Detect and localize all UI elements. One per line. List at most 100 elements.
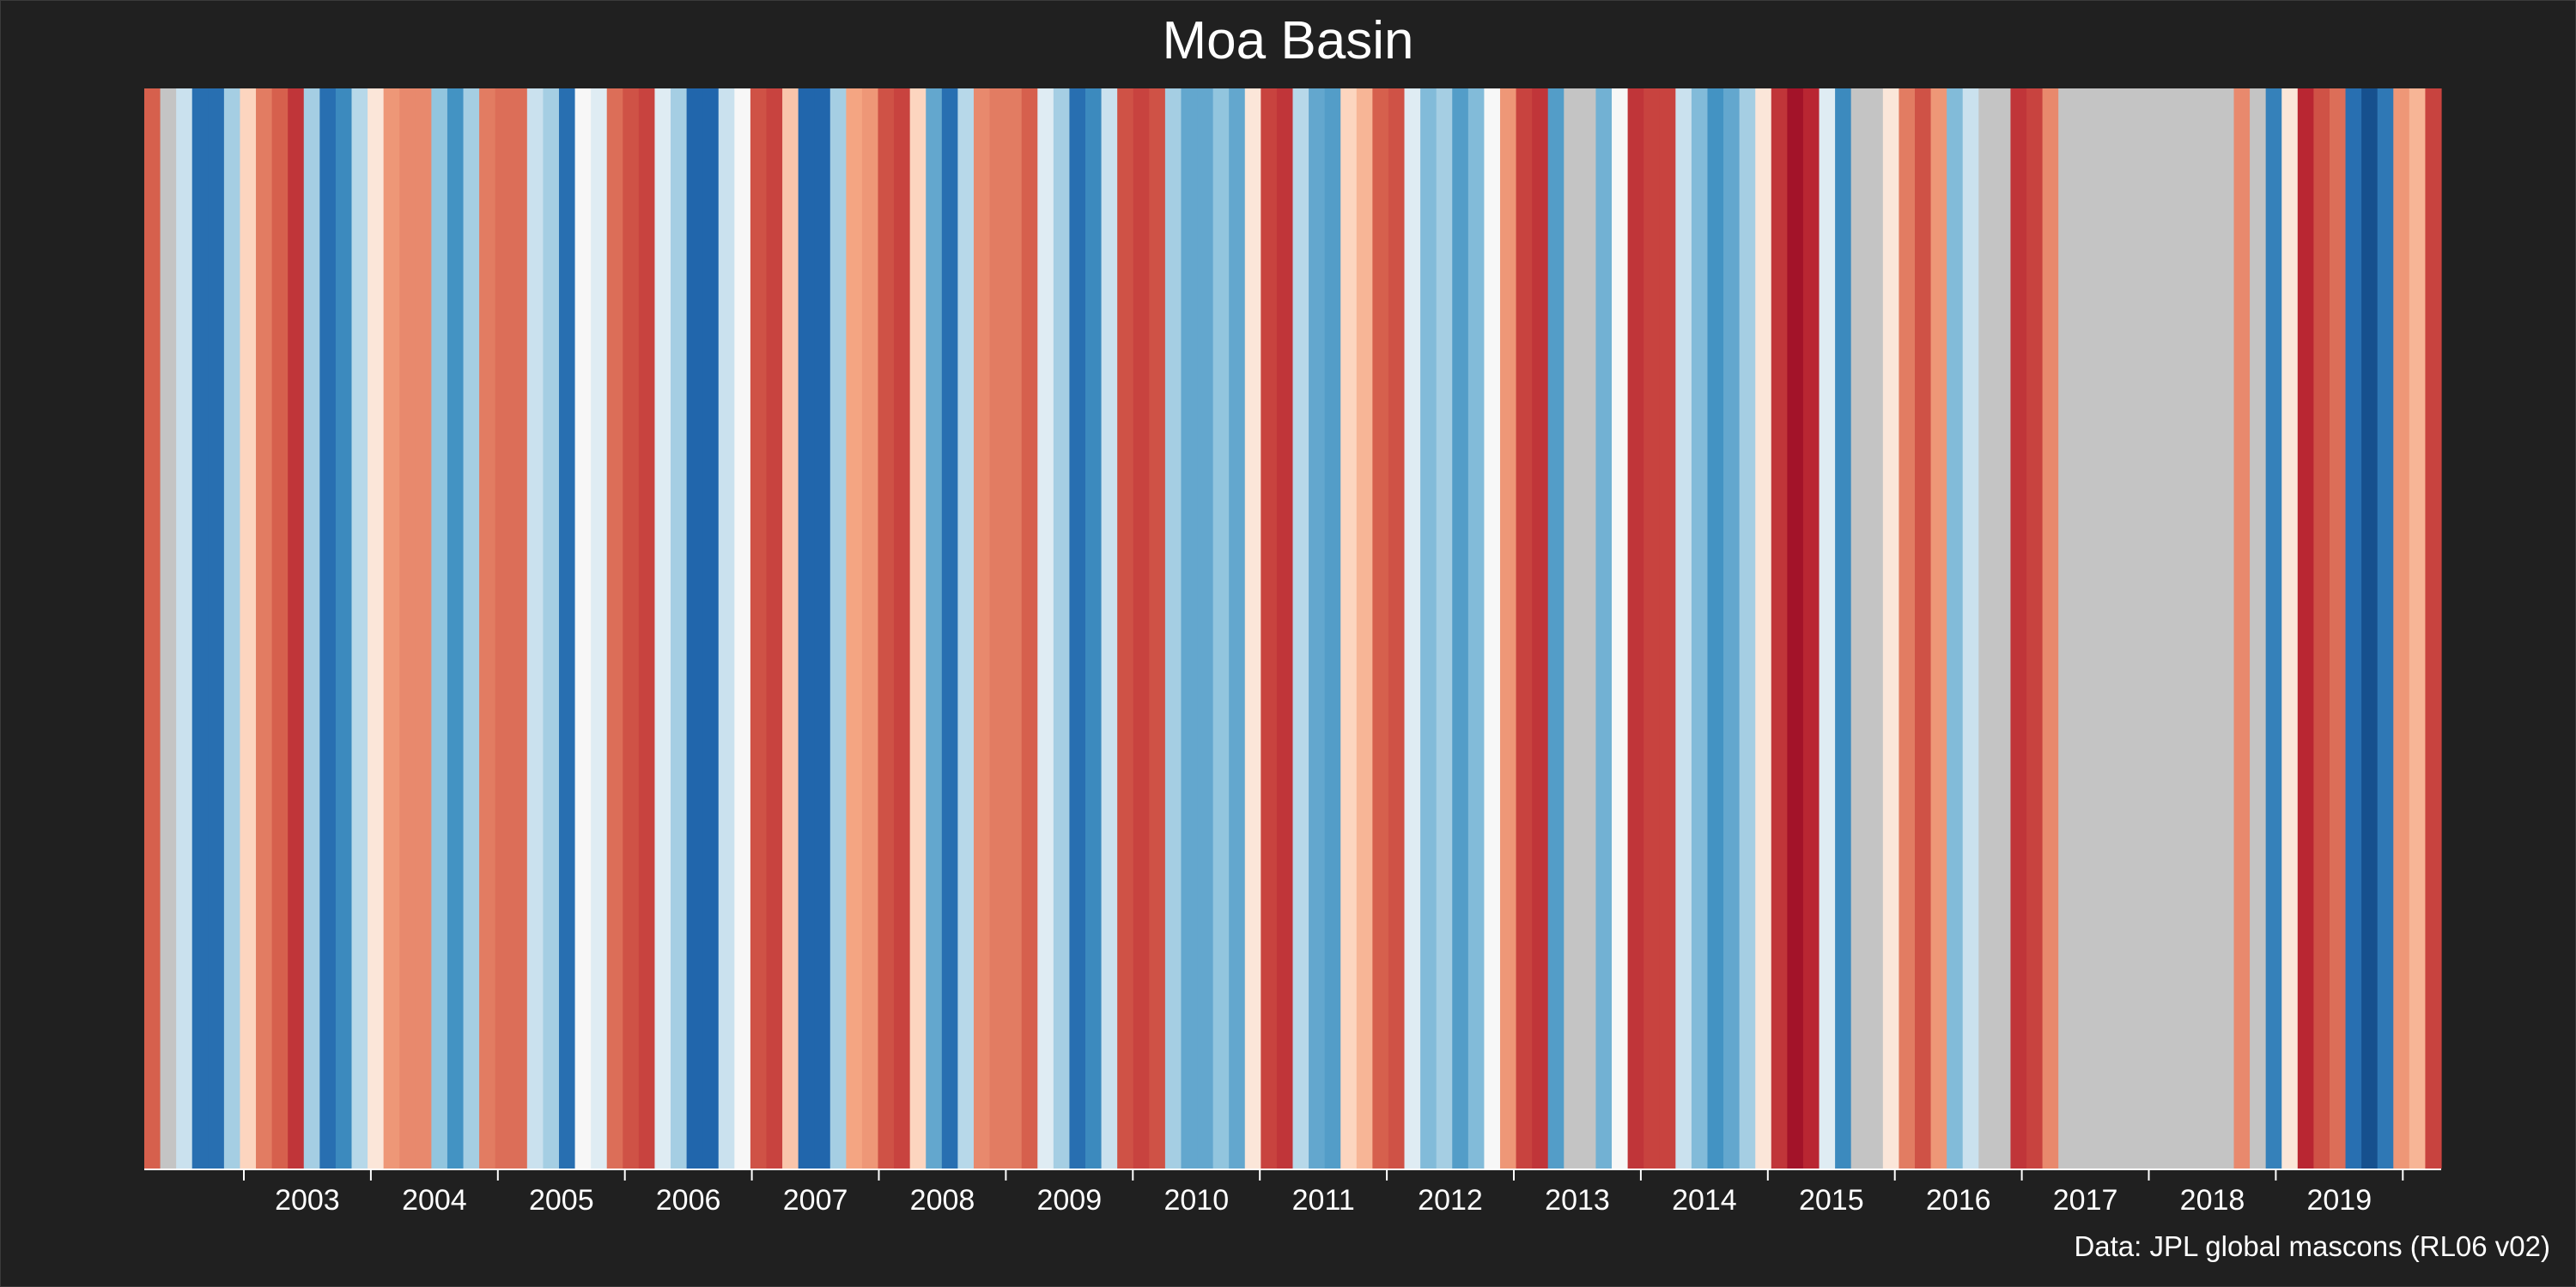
stripe (2090, 88, 2107, 1169)
stripe (1133, 88, 1150, 1169)
stripe (1452, 88, 1469, 1169)
stripe (861, 88, 879, 1169)
stripe (303, 88, 320, 1169)
stripe (2313, 88, 2330, 1169)
stripe (1627, 88, 1644, 1169)
x-tick-label: 2011 (1292, 1184, 1355, 1217)
stripe (351, 88, 368, 1169)
stripe (1914, 88, 1932, 1169)
x-tick-label: 2008 (910, 1184, 975, 1217)
stripe (1595, 88, 1613, 1169)
stripe (1771, 88, 1788, 1169)
chart-title: Moa Basin (1162, 11, 1414, 70)
stripe (1085, 88, 1103, 1169)
x-tick-label: 2017 (2053, 1184, 2118, 1217)
stripe (319, 88, 337, 1169)
stripe (288, 88, 305, 1169)
stripe (1899, 88, 1916, 1169)
stripe (1930, 88, 1947, 1169)
stripe (2297, 88, 2314, 1169)
stripe (2074, 88, 2091, 1169)
stripe (1659, 88, 1676, 1169)
stripe (2233, 88, 2251, 1169)
stripe (654, 88, 671, 1169)
stripe (2425, 88, 2442, 1169)
stripe (1069, 88, 1086, 1169)
stripe (1835, 88, 1852, 1169)
stripe (798, 88, 815, 1169)
stripe (1436, 88, 1453, 1169)
stripe (718, 88, 735, 1169)
stripe (894, 88, 911, 1169)
stripe (399, 88, 416, 1169)
stripe (2154, 88, 2171, 1169)
stripe (1021, 88, 1038, 1169)
stripe (1164, 88, 1182, 1169)
stripe (1787, 88, 1804, 1169)
stripe (1420, 88, 1437, 1169)
x-tick-label: 2018 (2180, 1184, 2245, 1217)
stripe (2345, 88, 2362, 1169)
stripe (1005, 88, 1023, 1169)
stripe (909, 88, 927, 1169)
stripe (1037, 88, 1054, 1169)
x-tick-label: 2013 (1545, 1184, 1610, 1217)
x-tick-label: 2009 (1036, 1184, 1102, 1217)
stripe (606, 88, 623, 1169)
stripe (2281, 88, 2299, 1169)
stripe (1340, 88, 1358, 1169)
stripe (1053, 88, 1071, 1169)
stripe (2058, 88, 2075, 1169)
stripe (1564, 88, 1581, 1169)
stripe (256, 88, 273, 1169)
stripe (1947, 88, 1964, 1169)
stripe (1292, 88, 1309, 1169)
x-tick-label: 2007 (783, 1184, 848, 1217)
stripe (734, 88, 751, 1169)
stripe (1229, 88, 1246, 1169)
x-tick-label: 2004 (402, 1184, 467, 1217)
stripe (271, 88, 289, 1169)
stripe (1356, 88, 1373, 1169)
x-tick-label: 2016 (1926, 1184, 1991, 1217)
stripe (543, 88, 560, 1169)
stripe (526, 88, 544, 1169)
stripe (1707, 88, 1724, 1169)
stripe (623, 88, 640, 1169)
stripe (574, 88, 592, 1169)
stripe (1404, 88, 1421, 1169)
stripe (368, 88, 385, 1169)
stripe (782, 88, 799, 1169)
stripe (1962, 88, 1979, 1169)
stripe (878, 88, 895, 1169)
stripe (2042, 88, 2059, 1169)
stripe (1643, 88, 1661, 1169)
stripe (431, 88, 448, 1169)
stripe (2170, 88, 2187, 1169)
stripe (591, 88, 608, 1169)
stripe (176, 88, 193, 1169)
stripe (702, 88, 720, 1169)
stripe (1324, 88, 1341, 1169)
x-tick-label: 2012 (1418, 1184, 1483, 1217)
stripe (1499, 88, 1517, 1169)
stripe (2329, 88, 2347, 1169)
stripe (1117, 88, 1134, 1169)
stripe (511, 88, 528, 1169)
stripe (750, 88, 768, 1169)
stripe (2010, 88, 2027, 1169)
stripe (223, 88, 241, 1169)
x-tick-label: 2003 (275, 1184, 340, 1217)
stripe (671, 88, 688, 1169)
stripe (1691, 88, 1709, 1169)
stripe (144, 88, 161, 1169)
stripe (2361, 88, 2379, 1169)
stripe (1978, 88, 1996, 1169)
x-axis-tick-labels: 2003 2004 2005 2006 2007 2008 2009 2010 2011 2012… (275, 1184, 2372, 1217)
stripe (1612, 88, 1629, 1169)
x-tick-label: 2006 (656, 1184, 721, 1217)
stripe (1261, 88, 1278, 1169)
stripe (495, 88, 512, 1169)
stripe (957, 88, 975, 1169)
x-tick-label: 2019 (2306, 1184, 2372, 1217)
